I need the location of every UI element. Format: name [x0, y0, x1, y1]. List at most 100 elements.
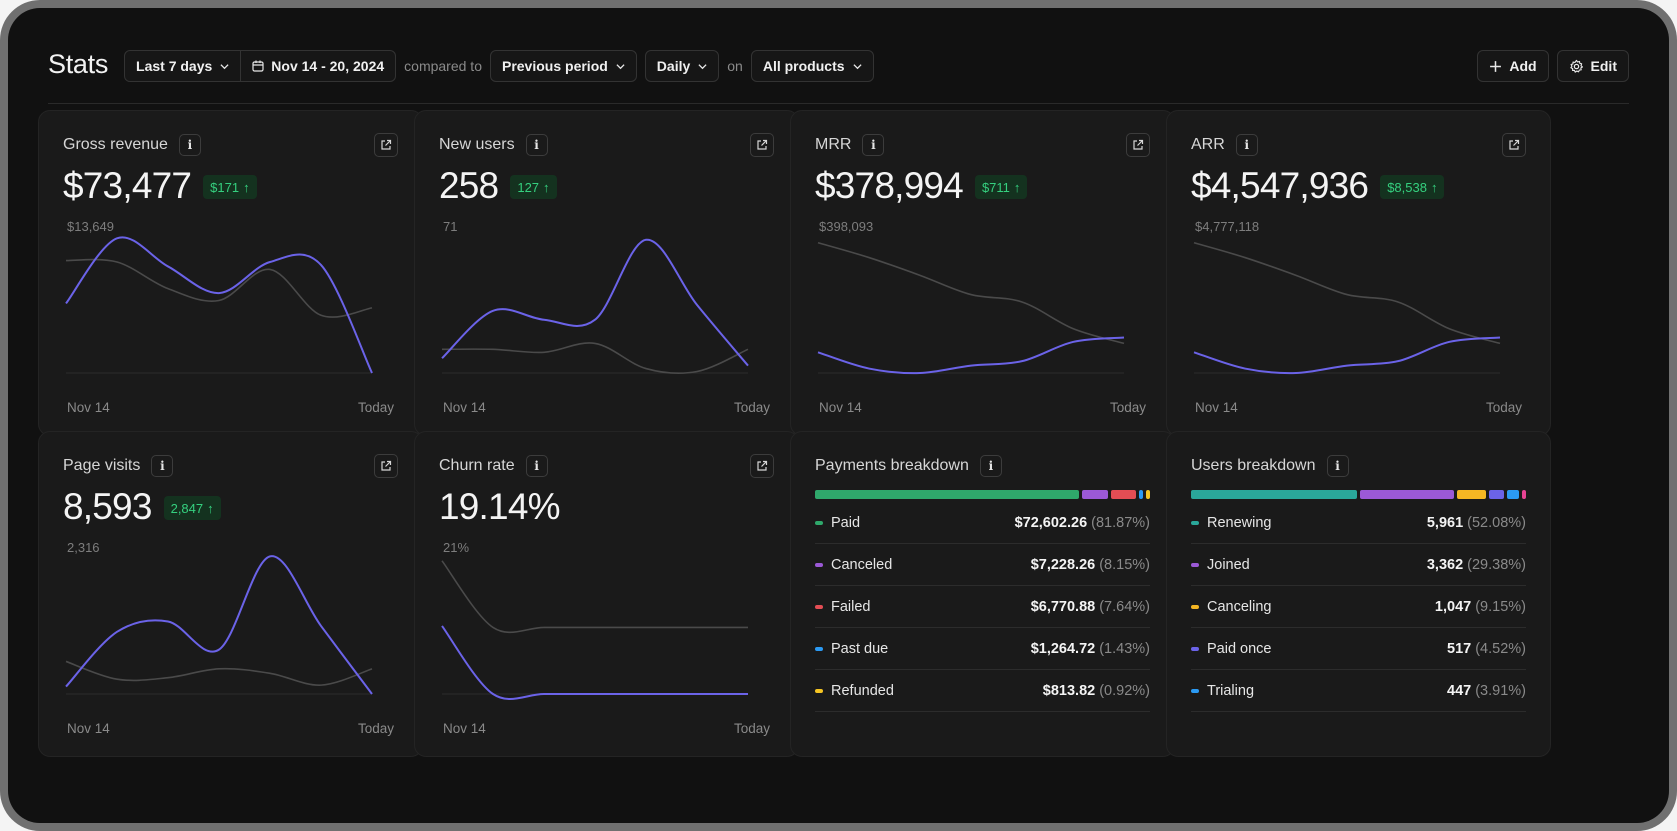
breakdown-row[interactable]: Failed $6,770.88 (7.64%): [815, 586, 1150, 628]
arr-chart: [1193, 241, 1501, 375]
row-value: 517 (4.52%): [1447, 641, 1526, 657]
row-label: Renewing: [1207, 514, 1272, 531]
bar-segment: [1191, 490, 1358, 499]
previous-period-line: [817, 241, 1125, 345]
x-start-label: Nov 14: [1195, 400, 1238, 415]
row-value: $813.82 (0.92%): [1043, 683, 1150, 699]
gross-revenue-card[interactable]: Gross revenue i $73,477 $171 ↑ $13,649 Nov …: [38, 110, 423, 436]
row-percent: (52.08%): [1467, 514, 1526, 531]
info-icon[interactable]: i: [979, 455, 1002, 477]
external-link-glyph: [1509, 139, 1520, 150]
new-users-card[interactable]: New users i 258 127 ↑ 71 Nov 14 Today: [414, 110, 799, 436]
info-icon[interactable]: i: [1235, 134, 1258, 156]
date-range-group: Last 7 days Nov 14 - 20, 2024: [124, 50, 397, 82]
breakdown-row[interactable]: Trialing 447 (3.91%): [1191, 670, 1526, 712]
breakdown-row[interactable]: Paid $72,602.26 (81.87%): [815, 502, 1150, 544]
row-percent: (81.87%): [1091, 514, 1150, 531]
info-icon[interactable]: i: [862, 134, 885, 156]
chevron-down-icon: [220, 63, 229, 69]
row-value: $7,228.26 (8.15%): [1031, 557, 1150, 573]
breakdown-row[interactable]: Canceled $7,228.26 (8.15%): [815, 544, 1150, 586]
row-label: Paid: [831, 514, 861, 531]
interval-label: Daily: [656, 58, 691, 74]
external-link-glyph: [381, 460, 392, 471]
current-period-line: [817, 336, 1125, 375]
on-label: on: [727, 58, 743, 74]
card-title-row: Churn rate i: [439, 455, 548, 477]
breakdown-row[interactable]: Renewing 5,961 (52.08%): [1191, 502, 1526, 544]
page-title: Stats: [48, 49, 109, 79]
bar-segment: [1110, 490, 1136, 499]
bar-segment: [1506, 490, 1520, 499]
previous-period-line: [65, 660, 373, 686]
row-label: Past due: [831, 640, 889, 657]
delta-value: $8,538: [1387, 179, 1427, 195]
page-visits-card[interactable]: Page visits i 8,593 2,847 ↑ 2,316 Nov 14 To…: [38, 431, 423, 757]
external-link-glyph: [757, 139, 768, 150]
arrow-up-icon: ↑: [243, 179, 250, 195]
external-link-icon[interactable]: [374, 133, 398, 157]
users-rows: Renewing 5,961 (52.08%) Joined 3,362 (29.38%)…: [1191, 502, 1526, 712]
breakdown-row[interactable]: Refunded $813.82 (0.92%): [815, 670, 1150, 712]
info-icon[interactable]: i: [151, 455, 174, 477]
add-button[interactable]: Add: [1477, 50, 1549, 82]
payments-breakdown-card[interactable]: Payments breakdown i Paid $72,602.26 (81.87…: [790, 431, 1175, 757]
current-period-line: [1193, 336, 1501, 375]
row-label: Refunded: [831, 682, 894, 699]
metric-value-row: $73,477 $171 ↑: [63, 165, 257, 207]
x-end-label: Today: [357, 721, 394, 736]
breakdown-row[interactable]: Past due $1,264.72 (1.43%): [815, 628, 1150, 670]
mrr-card[interactable]: MRR i $378,994 $711 ↑ $398,093 Nov 14 Today: [790, 110, 1175, 436]
comparison-dropdown[interactable]: Previous period: [489, 50, 637, 82]
row-percent: (1.43%): [1099, 640, 1150, 657]
chevron-down-icon: [616, 63, 625, 69]
row-value: 3,362 (29.38%): [1427, 557, 1526, 573]
row-percent: (9.15%): [1475, 598, 1526, 615]
products-dropdown[interactable]: All products: [750, 50, 874, 82]
row-amount: $813.82: [1042, 682, 1096, 699]
metric-value: 19.14%: [439, 486, 561, 527]
chevron-down-icon: [698, 63, 707, 69]
bar-segment: [1457, 490, 1487, 499]
external-link-icon[interactable]: [374, 454, 398, 478]
info-icon[interactable]: i: [1326, 455, 1349, 477]
users-breakdown-card[interactable]: Users breakdown i Renewing 5,961 (52.08%) Jo…: [1166, 431, 1551, 757]
info-icon[interactable]: i: [525, 134, 548, 156]
x-start-label: Nov 14: [443, 721, 486, 736]
legend-dot: [815, 646, 823, 651]
x-start-label: Nov 14: [819, 400, 862, 415]
row-label: Canceled: [831, 556, 893, 573]
legend-dot: [1191, 520, 1199, 525]
edit-button[interactable]: Edit: [1556, 50, 1629, 82]
arr-card[interactable]: ARR i $4,547,936 $8,538 ↑ $4,777,118 Nov 14…: [1166, 110, 1551, 436]
row-percent: (4.52%): [1475, 640, 1526, 657]
delta-value: $711: [981, 179, 1010, 195]
breakdown-row[interactable]: Paid once 517 (4.52%): [1191, 628, 1526, 670]
breakdown-row[interactable]: Canceling 1,047 (9.15%): [1191, 586, 1526, 628]
external-link-icon[interactable]: [1126, 133, 1150, 157]
bar-segment: [1081, 490, 1108, 499]
delta-badge: 2,847 ↑: [163, 496, 221, 520]
range-label: Last 7 days: [136, 58, 213, 74]
external-link-icon[interactable]: [750, 133, 774, 157]
x-end-label: Today: [733, 721, 770, 736]
delta-badge: $8,538 ↑: [1380, 175, 1445, 199]
row-label: Joined: [1207, 556, 1250, 573]
previous-period-line: [65, 258, 373, 318]
metric-value: 258: [439, 165, 499, 206]
info-icon[interactable]: i: [178, 134, 201, 156]
peak-label: $13,649: [67, 219, 114, 234]
churn-rate-card[interactable]: Churn rate i 19.14% 21% Nov 14 Today: [414, 431, 799, 757]
range-dropdown[interactable]: Last 7 days: [124, 50, 242, 82]
date-picker-button[interactable]: Nov 14 - 20, 2024: [241, 50, 397, 82]
interval-dropdown[interactable]: Daily: [644, 50, 720, 82]
external-link-icon[interactable]: [1502, 133, 1526, 157]
comparison-label: Previous period: [501, 58, 608, 74]
info-icon[interactable]: i: [525, 455, 548, 477]
breakdown-row[interactable]: Joined 3,362 (29.38%): [1191, 544, 1526, 586]
external-link-icon[interactable]: [750, 454, 774, 478]
row-amount: 3,362: [1426, 556, 1464, 573]
legend-dot: [815, 688, 823, 693]
x-start-label: Nov 14: [67, 721, 110, 736]
